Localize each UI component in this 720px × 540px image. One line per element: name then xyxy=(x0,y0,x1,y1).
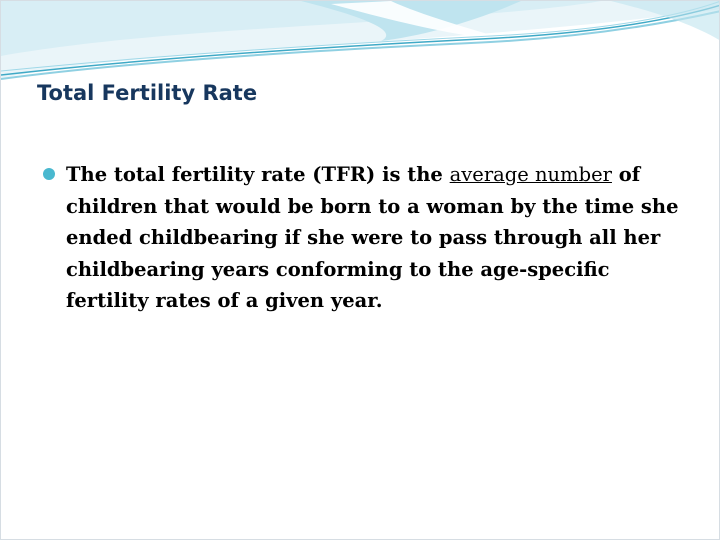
bullet-dot-icon xyxy=(43,168,55,180)
slide-title: Total Fertility Rate xyxy=(37,81,258,105)
bullet-list: The total fertility rate (TFR) is the av… xyxy=(43,159,683,317)
bullet-text-after: of children that would be born to a woma… xyxy=(66,163,679,312)
header-swoosh-decoration xyxy=(1,1,719,80)
bullet-text-underlined: average number xyxy=(449,163,612,186)
bullet-text-before: The total fertility rate (TFR) is the xyxy=(66,163,450,186)
bullet-item: The total fertility rate (TFR) is the av… xyxy=(43,159,683,317)
bullet-text: The total fertility rate (TFR) is the av… xyxy=(66,159,683,317)
